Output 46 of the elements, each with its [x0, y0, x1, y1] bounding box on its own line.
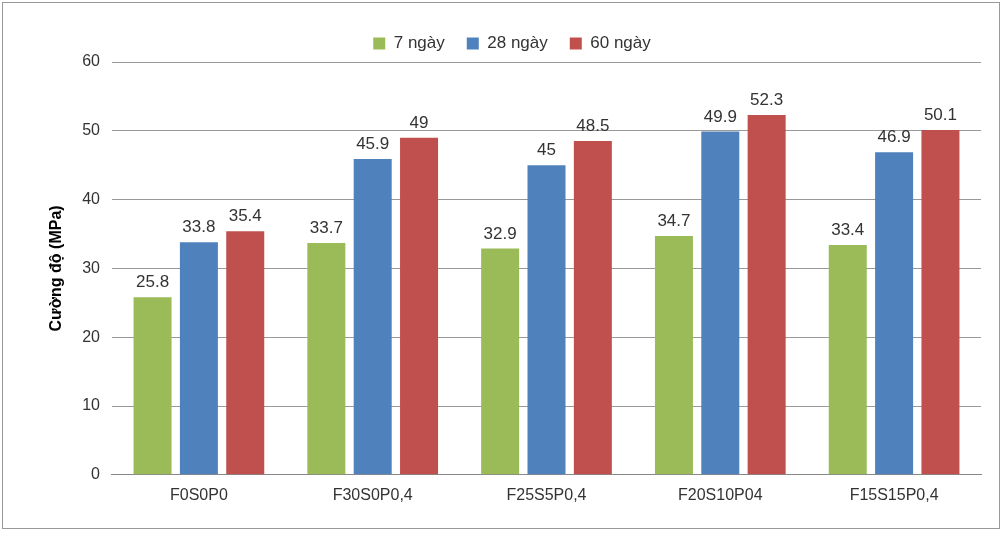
bar: [701, 131, 740, 475]
y-tick-label: 60: [82, 52, 101, 70]
bar: [654, 236, 693, 475]
bar: [179, 242, 218, 475]
legend-label: 28 ngày: [487, 33, 549, 53]
y-tick-label: 20: [82, 327, 101, 345]
bar: [481, 248, 520, 475]
bar: [353, 159, 392, 475]
y-tick-label: 40: [82, 190, 101, 208]
data-label: 49: [409, 112, 429, 132]
data-label: 48.5: [576, 116, 610, 136]
bar: [527, 165, 566, 475]
data-label: 33.7: [309, 218, 343, 238]
bar: [921, 130, 960, 475]
data-label: 35.4: [228, 206, 262, 226]
legend-label: 60 ngày: [590, 33, 652, 53]
data-label: 46.9: [877, 127, 911, 147]
x-tick-label: F25S5P0,4: [506, 485, 587, 503]
legend-label: 7 ngày: [393, 33, 446, 53]
y-axis-title: Cường độ (MPa): [47, 205, 65, 332]
data-label: 34.7: [657, 211, 691, 231]
data-label: 25.8: [136, 272, 170, 292]
data-label: 52.3: [750, 90, 784, 110]
data-label: 33.4: [831, 220, 865, 240]
y-tick-label: 30: [82, 258, 101, 276]
bar: [307, 242, 346, 475]
bar: [828, 245, 867, 475]
bar: [573, 141, 612, 475]
data-label: 45.9: [356, 134, 390, 154]
data-label: 33.8: [182, 217, 216, 237]
x-tick-label: F30S0P0,4: [332, 485, 413, 503]
y-tick-label: 50: [82, 121, 101, 139]
bar: [747, 114, 786, 475]
bar: [133, 297, 172, 475]
bar: [875, 152, 914, 475]
x-tick-label: F20S10P04: [678, 485, 763, 503]
bar: [400, 137, 439, 475]
data-label: 32.9: [483, 223, 517, 243]
data-label: 49.9: [703, 106, 737, 126]
bar: [226, 231, 265, 475]
x-tick-label: F15S15P0,4: [849, 485, 939, 503]
data-label: 45: [537, 140, 556, 160]
x-tick-label: F0S0P0: [169, 485, 228, 503]
data-label: 50.1: [923, 105, 957, 125]
y-tick-label: 10: [82, 396, 101, 414]
y-tick-label: 0: [91, 465, 101, 483]
